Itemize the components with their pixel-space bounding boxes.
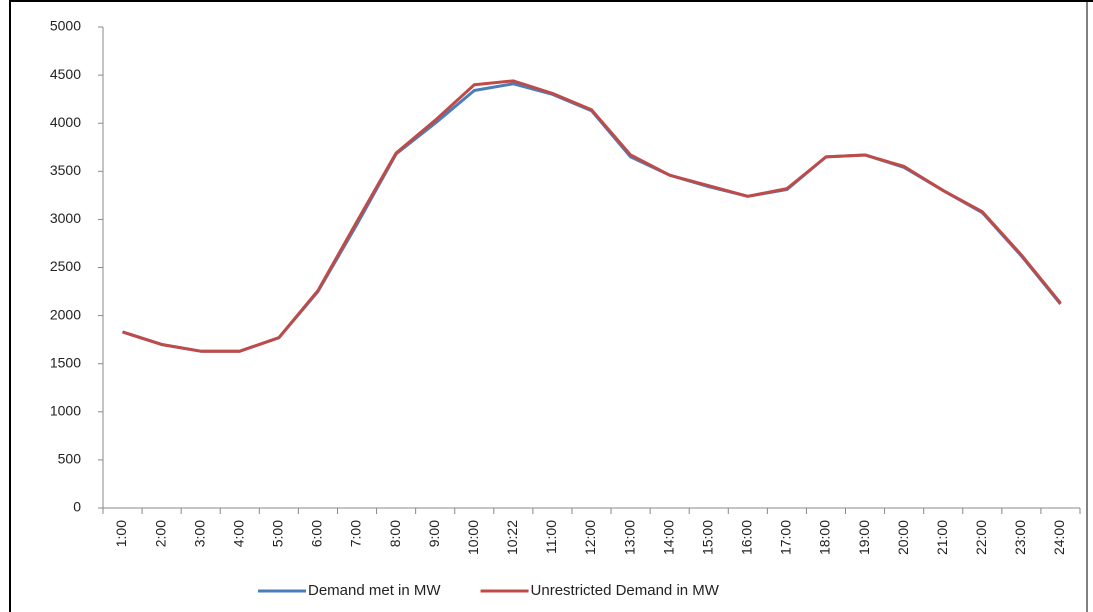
x-tick-label: 7:00 xyxy=(348,520,364,547)
x-tick-label: 23:00 xyxy=(1012,520,1028,555)
x-tick-label: 4:00 xyxy=(230,520,246,547)
series-line xyxy=(122,79,1062,353)
y-tick-label: 4500 xyxy=(50,66,81,82)
y-tick-label: 2500 xyxy=(50,258,81,274)
x-tick-label: 17:00 xyxy=(778,520,794,555)
x-tick-label: 5:00 xyxy=(270,520,286,547)
x-tick-label: 13:00 xyxy=(621,520,637,555)
y-tick-label: 3500 xyxy=(50,162,81,178)
y-tick-label: 4000 xyxy=(50,114,81,130)
x-tick-label: 11:00 xyxy=(543,520,559,554)
x-tick-label: 20:00 xyxy=(895,520,911,555)
x-tick-label: 15:00 xyxy=(699,520,715,555)
x-tick-label: 1:00 xyxy=(113,520,129,547)
y-tick-label: 0 xyxy=(73,499,81,515)
x-tick-label: 3:00 xyxy=(191,520,207,547)
legend-label: Unrestricted Demand in MW xyxy=(531,582,720,599)
x-tick-label: 19:00 xyxy=(856,520,872,555)
x-tick-label: 6:00 xyxy=(309,520,325,547)
y-tick-label: 5000 xyxy=(50,18,81,34)
x-tick-label: 8:00 xyxy=(387,520,403,547)
x-tick-label: 10:22 xyxy=(504,520,520,555)
y-tick-label: 1500 xyxy=(50,354,81,370)
x-tick-label: 10:00 xyxy=(465,520,481,555)
x-tick-label: 16:00 xyxy=(739,520,755,555)
x-tick-label: 2:00 xyxy=(152,520,168,547)
x-tick-label: 14:00 xyxy=(660,520,676,555)
y-tick-label: 1000 xyxy=(50,403,81,419)
y-tick-label: 3000 xyxy=(50,210,81,226)
x-tick-label: 9:00 xyxy=(426,520,442,547)
x-tick-label: 21:00 xyxy=(934,520,950,555)
x-tick-label: 18:00 xyxy=(817,520,833,555)
x-tick-label: 12:00 xyxy=(582,520,598,555)
x-tick-label: 22:00 xyxy=(973,520,989,555)
y-tick-label: 2000 xyxy=(50,306,81,322)
legend-label: Demand met in MW xyxy=(308,582,441,599)
y-tick-label: 500 xyxy=(58,451,82,467)
x-tick-label: 24:00 xyxy=(1051,520,1067,555)
